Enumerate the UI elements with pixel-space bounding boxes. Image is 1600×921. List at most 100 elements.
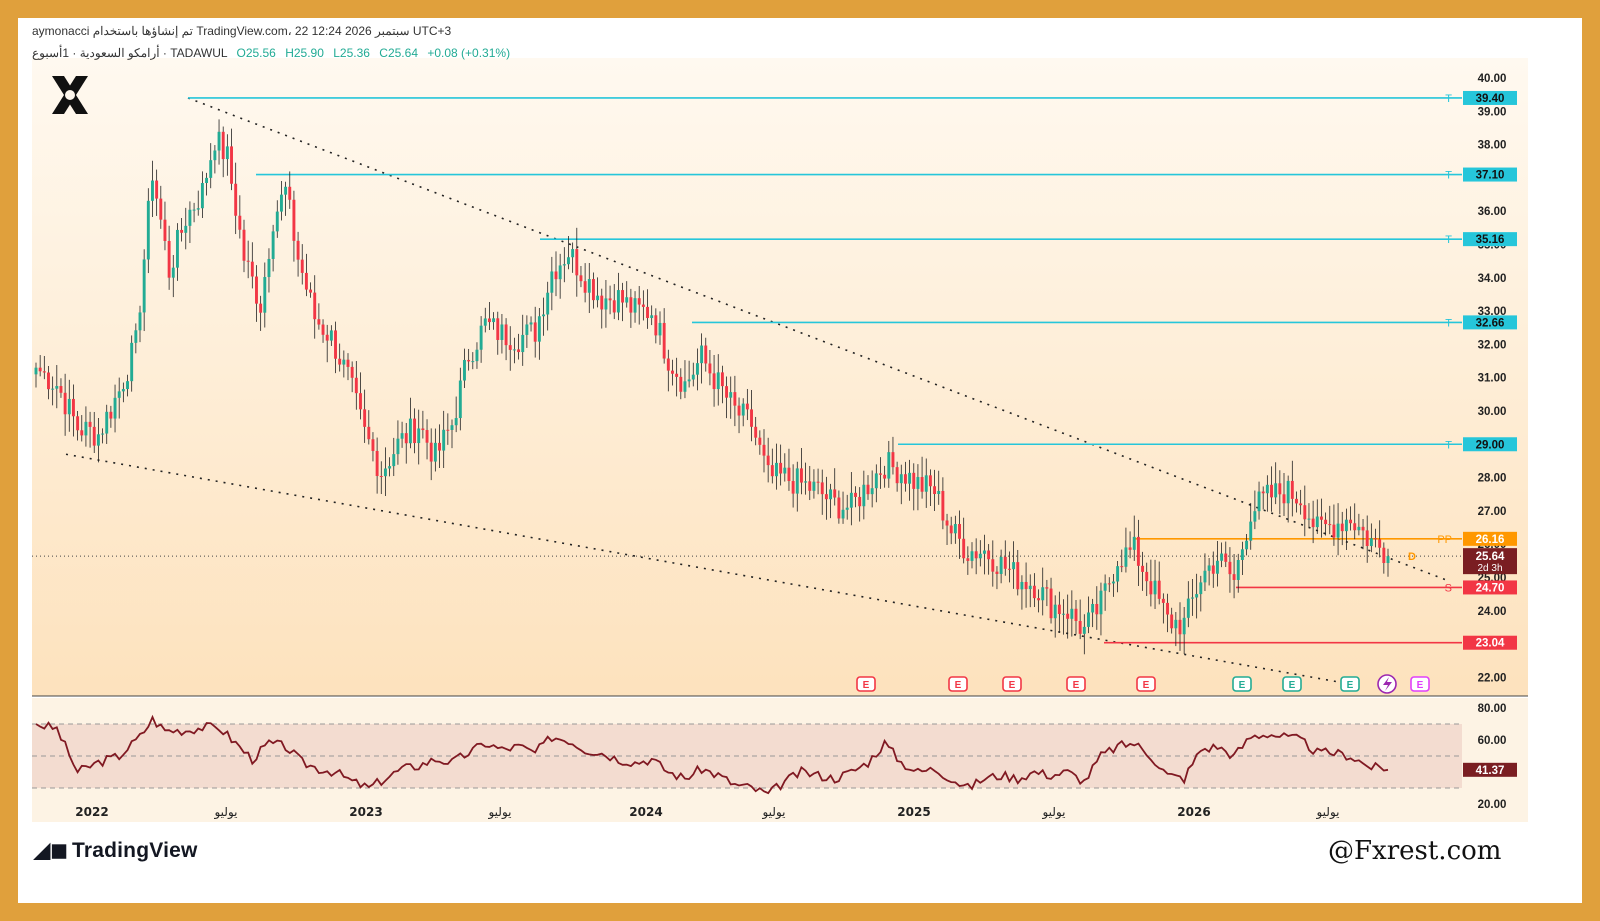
time-axis: 2022 يوليو 2023 يوليو 2024 يوليو 2025 يوليو 2026…: [75, 805, 1339, 820]
candle-body: [962, 538, 966, 559]
candle-body: [1099, 590, 1103, 615]
candle: [762, 429, 766, 473]
candle-body: [862, 484, 866, 507]
candle: [750, 390, 753, 442]
candle: [284, 181, 288, 216]
candle-body: [1324, 519, 1328, 525]
candle-body: [695, 363, 699, 375]
price-tick-label: 22.00: [1478, 672, 1507, 684]
candle-body: [912, 472, 916, 489]
candle-body: [1236, 560, 1240, 580]
candle-body: [47, 372, 50, 390]
candle: [1016, 549, 1020, 596]
candle-body: [1382, 547, 1386, 564]
candle: [1120, 549, 1124, 573]
candle-body: [750, 409, 753, 427]
candle-body: [96, 434, 100, 446]
candle: [80, 415, 84, 442]
candle: [167, 225, 171, 290]
candle-body: [1178, 619, 1182, 635]
candle-body: [758, 437, 762, 445]
candle-body: [334, 330, 337, 359]
level-price-label: 24.70: [1476, 582, 1505, 594]
candle: [1245, 533, 1249, 556]
candle-body: [554, 271, 558, 280]
candle-body: [246, 260, 250, 262]
candle: [121, 382, 125, 403]
candle-body: [571, 249, 575, 258]
candle: [583, 263, 587, 303]
candle-body: [1103, 583, 1107, 591]
candle-body: [475, 349, 479, 362]
candle: [812, 469, 816, 499]
candle-body: [770, 465, 774, 477]
candle: [816, 468, 820, 495]
candle: [758, 430, 762, 455]
candle-body: [799, 468, 803, 483]
candle-body: [342, 359, 346, 365]
candle: [304, 253, 308, 297]
candle-body: [1303, 505, 1307, 520]
tradingview-mark-icon: ◢◼: [34, 839, 68, 862]
candle-body: [679, 376, 683, 392]
candle-body: [546, 292, 550, 315]
candle-body: [1278, 483, 1282, 495]
candle-body: [313, 292, 317, 320]
candle-body: [508, 345, 512, 350]
candle-body: [354, 377, 358, 394]
candle-body: [383, 468, 387, 477]
candle: [824, 476, 828, 520]
candle-body: [42, 371, 46, 373]
candle-body: [1340, 523, 1344, 532]
candle-body: [804, 481, 808, 483]
candle-body: [238, 215, 242, 230]
candle: [159, 185, 163, 229]
candle-body: [795, 468, 799, 494]
candle: [142, 249, 146, 332]
candle: [958, 510, 961, 559]
last-price-label: 25.64: [1476, 551, 1505, 563]
candle-body: [421, 428, 425, 431]
candle: [1012, 541, 1016, 589]
candle: [1386, 548, 1390, 577]
rsi-last-label: 41.37: [1476, 765, 1505, 777]
candle: [1091, 598, 1095, 628]
candle-body: [775, 462, 778, 477]
lightning-icon: [1383, 677, 1392, 691]
candle: [679, 368, 683, 400]
candle: [1153, 559, 1157, 610]
candle: [633, 291, 637, 323]
candle-body: [887, 452, 891, 479]
ohlc-close: C25.64: [379, 46, 418, 60]
candle-body: [729, 392, 733, 398]
candle-body: [504, 324, 508, 346]
candle: [1062, 599, 1065, 635]
candle: [737, 397, 741, 434]
candle: [271, 224, 275, 272]
candle-body: [883, 474, 887, 479]
candle-body: [163, 219, 167, 241]
candle: [999, 549, 1003, 584]
candle-body: [1232, 574, 1236, 580]
candle-body: [1074, 608, 1078, 621]
candle-body: [978, 553, 982, 559]
candle: [1182, 606, 1186, 654]
level-price-box: [1463, 232, 1517, 247]
candle: [596, 277, 600, 308]
earnings-event-icon: E: [948, 676, 968, 692]
candle: [471, 352, 475, 370]
earnings-event-icon: E: [1232, 676, 1252, 692]
candle: [650, 305, 654, 326]
price-tick-label: 30.00: [1478, 406, 1507, 418]
candle-body: [1053, 604, 1057, 619]
candle-body: [350, 366, 354, 378]
candle: [363, 389, 367, 443]
candle: [375, 437, 379, 494]
candle: [517, 333, 521, 360]
candle: [899, 464, 903, 505]
candle-body: [637, 298, 641, 305]
level-price-box: [1463, 315, 1517, 330]
candle: [941, 477, 945, 530]
candle-body: [1353, 523, 1357, 531]
